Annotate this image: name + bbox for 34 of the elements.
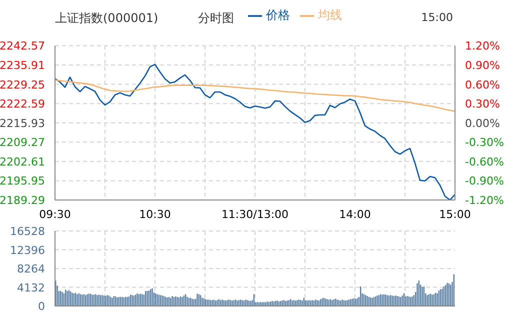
legend-label: 均线: [318, 8, 342, 22]
y-tick-label: 2229.25: [0, 78, 45, 92]
legend-label: 价格: [266, 8, 290, 22]
y-tick-label: 2195.95: [0, 174, 45, 188]
x-tick-label: 10:30: [139, 208, 171, 221]
chart-title: 上证指数(000001): [55, 10, 158, 27]
y2-tick-label: -0.60%: [465, 155, 504, 168]
y-tick-label: 2235.91: [0, 59, 45, 72]
y2-tick-label: 1.20%: [465, 40, 500, 53]
x-tick-label: 09:30: [39, 208, 71, 221]
y2-tick-label: 0.90%: [465, 59, 500, 72]
y2-tick-label: 0.00%: [465, 116, 500, 130]
y-tick-label: 2215.93: [0, 116, 45, 130]
y2-tick-label: -0.30%: [465, 136, 504, 150]
x-tick-label: 11:30/13:00: [221, 208, 289, 221]
y2-tick-label: 0.30%: [465, 98, 500, 111]
y-tick-label: 2202.61: [0, 155, 45, 168]
y-tick-label: 4132: [17, 281, 45, 294]
y-tick-label: 8264: [17, 262, 45, 276]
chart-subtitle: 分时图: [198, 10, 234, 27]
x-tick-label: 15:00: [439, 208, 471, 221]
y-tick-label: 16528: [10, 225, 45, 238]
y-tick-label: 2222.59: [0, 98, 45, 111]
y-tick-label: 12396: [10, 244, 45, 257]
line-series: [54, 79, 456, 112]
text: 15:00: [421, 11, 453, 24]
y2-tick-label: -0.90%: [465, 174, 504, 188]
y2-tick-label: -1.20%: [465, 194, 504, 207]
y-tick-label: 2189.29: [0, 194, 45, 207]
x-tick-label: 14:00: [339, 208, 371, 221]
y2-tick-label: 0.60%: [465, 78, 500, 92]
y-tick-label: 0: [38, 300, 45, 313]
y-tick-label: 2242.57: [0, 40, 45, 53]
y-tick-label: 2209.27: [0, 136, 45, 150]
